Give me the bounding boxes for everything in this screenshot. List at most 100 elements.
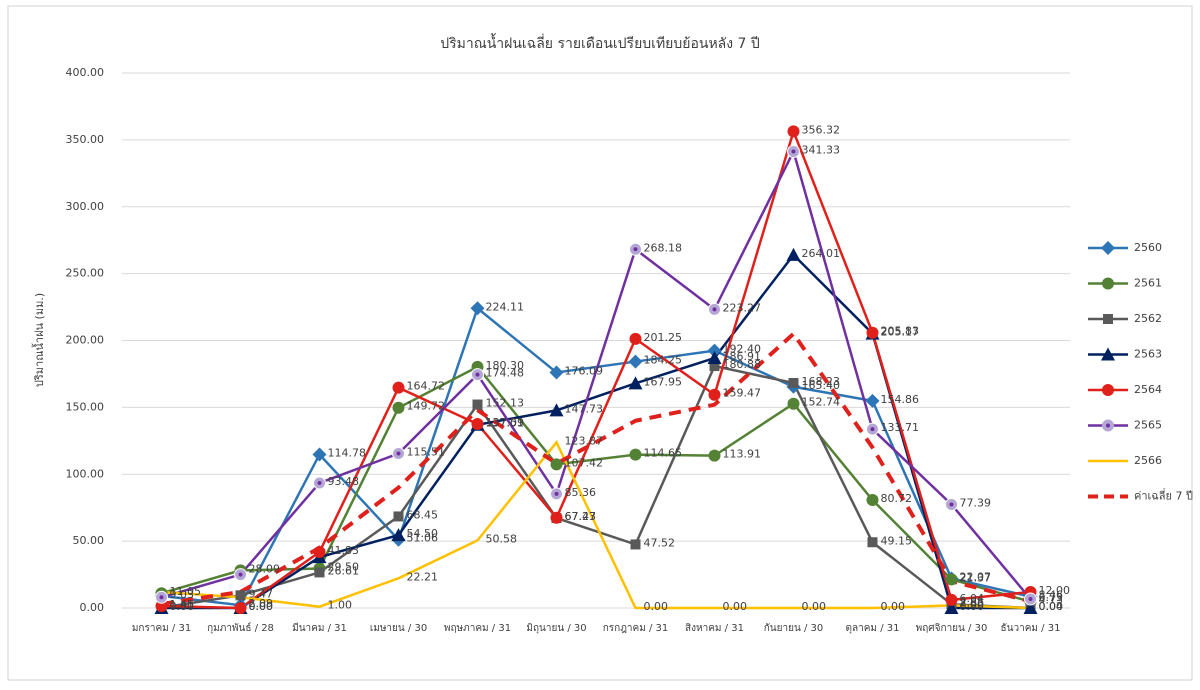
- data-label: 114.65: [644, 447, 683, 460]
- y-tick-label: 350.00: [66, 133, 105, 146]
- data-label: 50.58: [486, 532, 518, 545]
- data-label: 28.09: [249, 562, 281, 575]
- point: [630, 449, 642, 461]
- x-tick-label: เมษายน / 30: [370, 623, 427, 634]
- point-center: [1029, 597, 1033, 601]
- data-label: 356.32: [802, 123, 841, 136]
- x-tick-label: กันยายน / 30: [764, 623, 824, 634]
- data-label: 93.48: [328, 475, 360, 488]
- data-label: 174.48: [486, 367, 525, 380]
- data-label: 164.72: [407, 380, 446, 393]
- data-label: 21.37: [960, 571, 992, 584]
- data-label: 0.00: [723, 600, 748, 613]
- point-center: [476, 373, 480, 377]
- data-label: 47.52: [644, 536, 676, 549]
- legend-label: 2563: [1134, 348, 1162, 361]
- x-tick-label: ตุลาคม / 31: [846, 623, 900, 634]
- data-label: 115.51: [407, 446, 446, 459]
- data-label: 6.73: [1039, 591, 1064, 604]
- point: [709, 389, 721, 401]
- point: [393, 402, 405, 414]
- point-center: [397, 452, 401, 456]
- point: [236, 590, 246, 600]
- point: [867, 327, 879, 339]
- data-label: 67.47: [565, 510, 597, 523]
- point: [868, 537, 878, 547]
- data-label: 167.95: [644, 375, 683, 388]
- data-label: 137.59: [486, 416, 525, 429]
- data-label: 113.91: [723, 448, 762, 461]
- data-label: 26.61: [328, 564, 360, 577]
- x-tick-label: มีนาคม / 31: [292, 622, 347, 634]
- data-label: 54.50: [407, 527, 439, 540]
- y-tick-label: 150.00: [66, 400, 105, 413]
- data-label: 9.47: [249, 587, 274, 600]
- data-label: 201.25: [644, 331, 683, 344]
- y-axis-label: ปริมาณน้ำฝน (มม.): [31, 293, 46, 387]
- data-label: 80.72: [881, 492, 913, 505]
- legend-label: ค่าเฉลี่ย 7 ปี: [1134, 488, 1193, 503]
- data-label: 0.00: [802, 600, 827, 613]
- chart-title: ปริมาณน้ำฝนเฉลี่ย รายเดือนเปรียบเทียบย้อ…: [440, 33, 760, 52]
- legend-label: 2565: [1134, 419, 1162, 432]
- data-label: 159.47: [723, 387, 762, 400]
- legend-label: 2566: [1134, 454, 1162, 467]
- y-tick-label: 250.00: [66, 267, 105, 280]
- data-label: 1.45: [170, 598, 195, 611]
- point-center: [871, 427, 875, 431]
- data-label: 223.27: [723, 301, 762, 314]
- point: [393, 382, 405, 394]
- x-tick-label: กรกฎาคม / 31: [603, 623, 669, 634]
- data-label: 152.13: [486, 397, 525, 410]
- point: [472, 418, 484, 430]
- point: [473, 400, 483, 410]
- y-tick-label: 100.00: [66, 467, 105, 480]
- point: [631, 539, 641, 549]
- data-label: 1.00: [328, 599, 353, 612]
- legend-marker: [1102, 278, 1114, 290]
- data-label: 2.00: [960, 597, 985, 610]
- data-label: 68.45: [407, 508, 439, 521]
- legend-label: 2564: [1134, 383, 1162, 396]
- data-label: 22.21: [407, 570, 439, 583]
- y-tick-label: 200.00: [66, 334, 105, 347]
- data-label: 176.09: [565, 364, 604, 377]
- point-center: [160, 595, 164, 599]
- data-label: 107.42: [565, 456, 604, 469]
- point: [946, 573, 958, 585]
- point-center: [555, 492, 559, 496]
- x-tick-label: พฤศจิกายน / 30: [916, 623, 988, 634]
- point: [551, 458, 563, 470]
- y-tick-label: 400.00: [66, 66, 105, 79]
- x-tick-label: ธันวาคม / 31: [1001, 623, 1061, 634]
- data-label: 224.11: [486, 300, 525, 313]
- data-label: 49.15: [881, 534, 913, 547]
- point: [314, 546, 326, 558]
- x-tick-label: สิงหาคม / 31: [685, 623, 744, 634]
- data-label: 205.83: [881, 325, 920, 338]
- point-center: [792, 149, 796, 153]
- data-label: 264.01: [802, 247, 841, 260]
- data-label: 147.73: [565, 402, 604, 415]
- legend-marker: [1103, 314, 1113, 324]
- data-label: 152.74: [802, 396, 841, 409]
- point: [630, 333, 642, 345]
- point-center: [239, 573, 243, 577]
- data-label: 184.25: [644, 354, 683, 367]
- data-label: 0.00: [249, 600, 274, 613]
- data-label: 77.39: [960, 496, 992, 509]
- point: [709, 450, 721, 462]
- y-tick-label: 300.00: [66, 200, 105, 213]
- point: [394, 511, 404, 521]
- data-label: 85.36: [565, 486, 597, 499]
- data-label: 268.18: [644, 241, 683, 254]
- point: [235, 602, 247, 614]
- data-label: 149.72: [407, 400, 446, 413]
- x-tick-label: มกราคม / 31: [132, 623, 191, 634]
- data-label: 186.91: [723, 350, 762, 363]
- x-tick-label: มิถุนายน / 30: [526, 623, 586, 634]
- y-tick-label: 0.00: [80, 601, 105, 614]
- x-tick-label: พฤษภาคม / 31: [444, 623, 511, 634]
- data-label: 114.78: [328, 446, 367, 459]
- data-label: 0.00: [644, 600, 669, 613]
